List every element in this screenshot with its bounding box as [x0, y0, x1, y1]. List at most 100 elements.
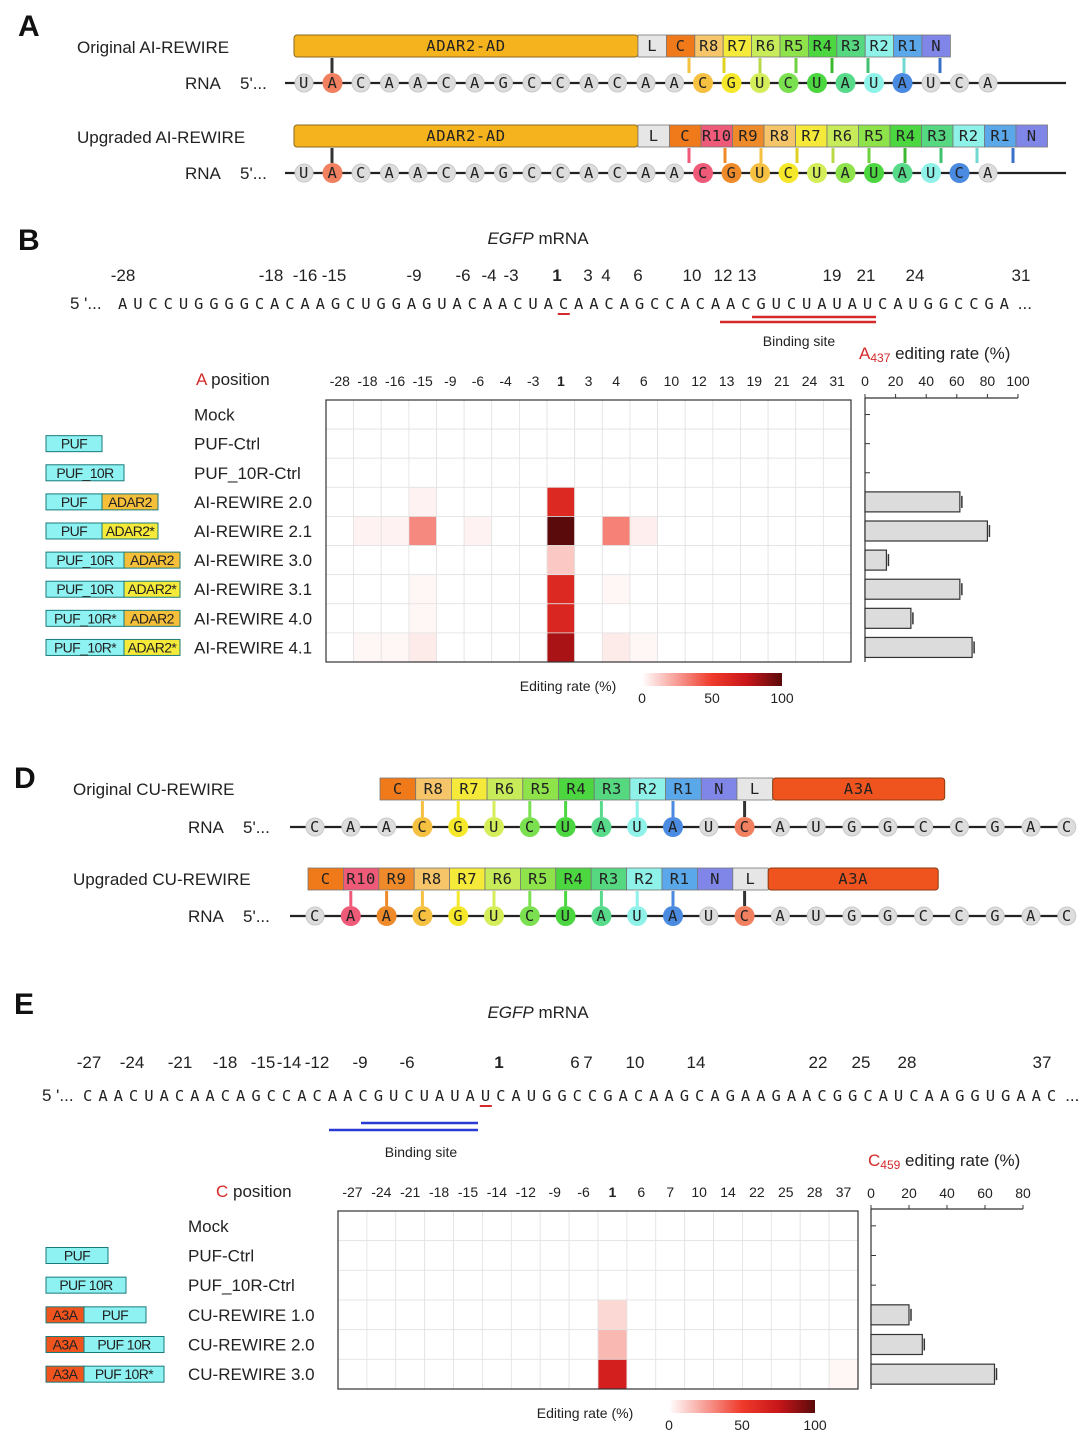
- heatmap-cell: [684, 574, 714, 605]
- heatmap-cell: [713, 1269, 743, 1301]
- heatmap-cell: [510, 1329, 541, 1360]
- rna-base-letter: C: [698, 74, 708, 92]
- sequence-base: U: [179, 295, 189, 313]
- construct-label: Original CU-REWIRE: [73, 780, 235, 799]
- bar-axis-tick-label: 80: [980, 373, 996, 389]
- panel-a: A Original AI-REWIRE RNA 5'... ADAR2-AD L C R8…: [18, 10, 1066, 183]
- heatmap-row-label: AI-REWIRE 4.1: [194, 638, 312, 657]
- rna-base-letter: U: [869, 74, 879, 92]
- rna-base: [878, 817, 898, 837]
- panel-e-rate-title-sub: 459: [880, 1158, 900, 1172]
- bar-axis-tick-label: 40: [918, 373, 934, 389]
- heatmap-cell: [510, 1210, 541, 1242]
- heatmap-cell: [380, 632, 410, 663]
- heatmap-cell: [629, 603, 658, 634]
- construct-box: [123, 609, 181, 627]
- rna-base-letter: C: [740, 818, 750, 836]
- heatmap-cell: [510, 1299, 541, 1331]
- heatmap-column-label: -18: [429, 1184, 449, 1200]
- heatmap-cell: [546, 603, 576, 634]
- sequence-position-number: -4: [481, 266, 496, 285]
- rna-base-letter: A: [668, 907, 678, 925]
- rna-base: [555, 906, 576, 926]
- heatmap-cell: [799, 1299, 830, 1331]
- rna-base: [294, 73, 314, 93]
- domain-label: R5: [531, 780, 551, 798]
- heatmap-cell: [491, 428, 520, 459]
- domain-label: R3: [841, 37, 861, 55]
- heatmap-cell: [491, 632, 520, 663]
- rna-base-letter: A: [775, 818, 785, 836]
- heatmap-cell: [353, 428, 382, 459]
- heatmap-cell: [408, 457, 437, 488]
- heatmap-cell: [770, 1329, 801, 1360]
- panel-b: B EGFP mRNA -28 -18 -16 -15 -9 -6 -4 -3 1 3 4 6 10 12…: [18, 224, 1032, 706]
- rna-base: [1057, 906, 1077, 926]
- sequence-base: C: [909, 1087, 919, 1105]
- catalytic-domain-label: A3A: [838, 870, 868, 888]
- heatmap-column-label: -3: [527, 373, 540, 389]
- bar-axis-tick-label: 20: [901, 1185, 917, 1201]
- heatmap-cell: [519, 399, 548, 430]
- rna-base: [579, 73, 599, 93]
- catalytic-domain-label: ADAR2-AD: [426, 37, 505, 55]
- heatmap-cell: [828, 1240, 859, 1271]
- rna-base: [522, 73, 542, 93]
- rna-base-letter: U: [926, 164, 936, 182]
- rna-base-letter: U: [704, 907, 714, 925]
- heatmap-cell: [767, 516, 797, 546]
- rna-base: [842, 817, 862, 837]
- rna-base-letter: A: [841, 164, 851, 182]
- heatmap-row-label: PUF_10R-Ctrl: [188, 1276, 295, 1295]
- panel-b-title: EGFP mRNA: [487, 229, 589, 248]
- heatmap-cell: [491, 545, 520, 576]
- heatmap-cell: [740, 516, 769, 546]
- rna-base-letter: C: [442, 74, 452, 92]
- rna-base-letter: C: [310, 907, 320, 925]
- rna-base: [949, 163, 970, 183]
- heatmap-cell: [629, 399, 658, 430]
- domain-label: R7: [727, 37, 747, 55]
- rna-base-letter: A: [841, 74, 851, 92]
- domain-label: R5: [784, 37, 804, 55]
- heatmap-cell: [337, 1358, 368, 1390]
- heatmap-cell: [395, 1240, 426, 1271]
- heatmap-cell: [453, 1299, 483, 1331]
- panel-b-title-rest: mRNA: [534, 229, 589, 248]
- sequence-position-number: -15: [322, 266, 347, 285]
- panel-b-rate-title-sub: 437: [870, 351, 890, 365]
- rna-base: [770, 906, 790, 926]
- sequence-base: A: [817, 295, 827, 313]
- heatmap-column-label: 6: [637, 1184, 645, 1200]
- sequence-base: A: [1016, 1087, 1026, 1105]
- heatmap-cell: [463, 603, 493, 634]
- sequence-base: C: [496, 1087, 506, 1105]
- heatmap-cell: [568, 1299, 599, 1331]
- sequence-position-number: 4: [601, 266, 610, 285]
- sequence-position-number: 37: [1033, 1053, 1052, 1072]
- sequence-base: A: [270, 295, 280, 313]
- panel-b-title-gene: EGFP: [487, 229, 534, 248]
- heatmap-cell: [799, 1329, 830, 1360]
- heatmap-cell: [597, 1210, 628, 1242]
- sequence-base: A: [297, 1087, 307, 1105]
- heatmap-cell: [684, 632, 714, 663]
- rna-base: [1021, 906, 1041, 926]
- rna-base: [608, 73, 627, 93]
- heatmap-cell: [353, 603, 382, 634]
- heatmap-cell: [626, 1269, 657, 1301]
- heatmap-column-label: 22: [749, 1184, 765, 1200]
- rna-base-letter: G: [883, 907, 893, 925]
- heatmap-cell: [380, 603, 410, 634]
- upgraded-cu-rewire-row: Upgraded CU-REWIRE RNA 5'... C R10 R9 R8 R7 R6 R5…: [73, 867, 1077, 926]
- rna-base: [864, 163, 884, 183]
- heatmap-cell: [601, 457, 631, 488]
- heatmap-cell: [712, 603, 741, 634]
- sequence-base: G: [726, 1087, 736, 1105]
- heatmap-cell: [742, 1269, 772, 1301]
- heatmap-cell: [408, 486, 437, 517]
- domain-label: R4: [564, 870, 584, 888]
- panel-e-bar-chart: 0 20 40 60 80: [867, 1185, 1031, 1389]
- heatmap-cell: [325, 632, 355, 663]
